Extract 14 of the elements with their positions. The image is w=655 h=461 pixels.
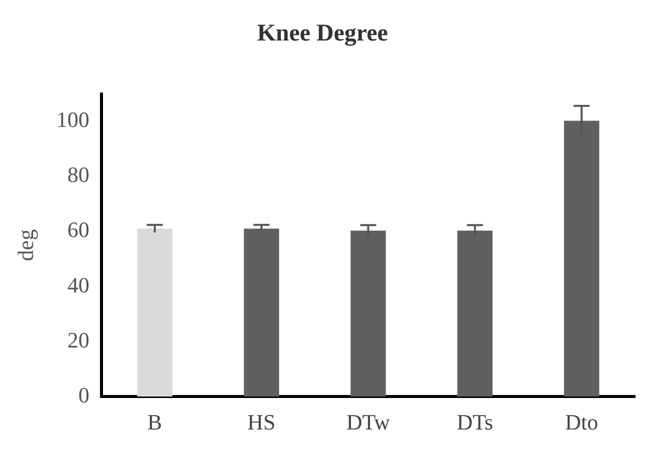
y-tick-label: 60 (67, 217, 90, 242)
y-axis-title: deg (12, 229, 38, 262)
y-tick-label: 40 (67, 272, 90, 298)
y-tick-label: 20 (67, 327, 90, 352)
x-tick-label: DTw (346, 410, 390, 435)
x-tick-label: B (147, 410, 162, 435)
x-tick-label: HS (247, 410, 276, 435)
x-tick-label: Dto (565, 410, 598, 435)
bar (137, 228, 172, 397)
y-tick-label: 100 (56, 107, 90, 132)
x-tick-label: DTs (456, 410, 494, 435)
y-tick-label: 0 (78, 382, 90, 408)
chart-title: Knee Degree (257, 20, 388, 47)
y-tick-label: 80 (67, 162, 90, 188)
